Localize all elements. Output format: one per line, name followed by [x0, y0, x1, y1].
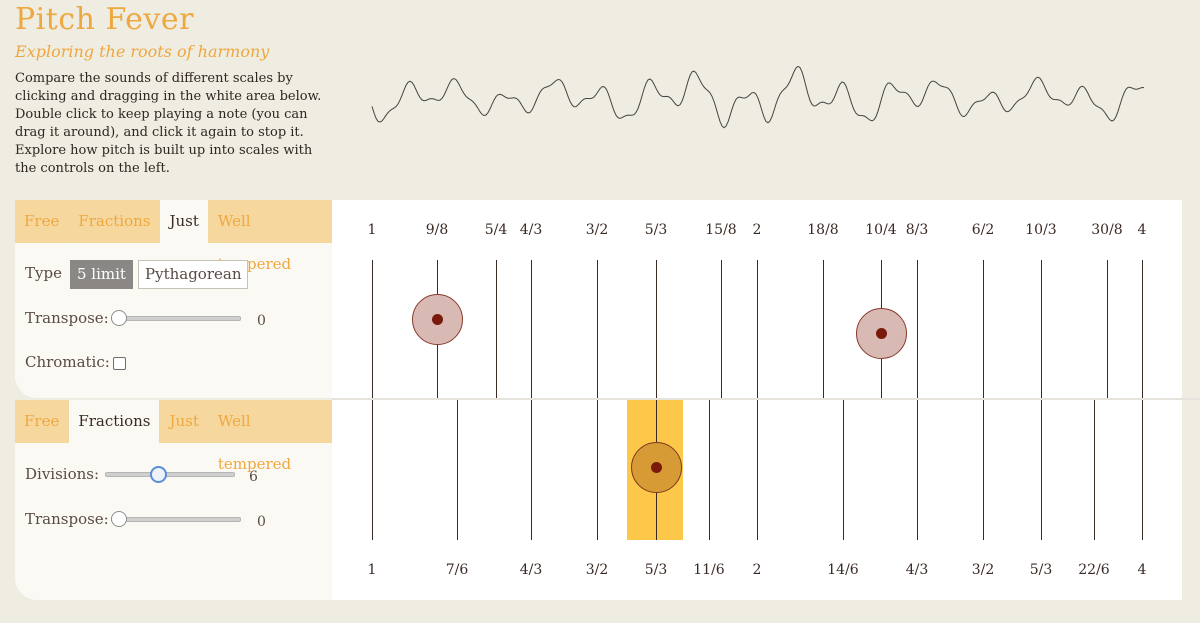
scale-label-top: 3/2	[585, 222, 609, 238]
just-scale-panel: Free Fractions Just Well tempered Type 5…	[15, 200, 332, 398]
type-label: Type	[25, 264, 62, 282]
tab-just-bottom[interactable]: Just	[160, 400, 209, 443]
scale-label-top: 4/3	[519, 222, 543, 238]
scale-line-top	[757, 260, 758, 398]
waveform-display	[371, 66, 1145, 129]
tab-fractions-bottom[interactable]: Fractions	[69, 400, 161, 443]
type-5-limit-button[interactable]: 5 limit	[70, 260, 133, 289]
divisions-value: 6	[249, 469, 258, 485]
scale-divider	[332, 398, 1200, 400]
transpose-value-top: 0	[257, 313, 266, 329]
playing-note-5-3[interactable]	[631, 442, 682, 493]
slider-track	[111, 316, 241, 321]
transpose-label-bottom: Transpose:	[25, 510, 109, 528]
slider-track	[111, 517, 241, 522]
transpose-slider-bottom[interactable]	[111, 511, 241, 527]
slider-thumb[interactable]	[111, 310, 127, 326]
type-pythagorean-button[interactable]: Pythagorean	[138, 260, 249, 289]
fractions-scale-panel: Free Fractions Just Well tempered Divisi…	[15, 400, 332, 600]
tab-well-tempered-top[interactable]: Well tempered	[217, 212, 292, 273]
playing-note-10-4[interactable]	[856, 308, 907, 359]
scale-line-bottom	[457, 400, 458, 540]
slider-track	[105, 472, 235, 477]
transpose-value-bottom: 0	[257, 514, 266, 530]
scale-line-top	[372, 260, 373, 398]
scale-label-bottom: 5/3	[1029, 562, 1053, 578]
scale-line-top	[1107, 260, 1108, 398]
divisions-slider[interactable]	[105, 466, 235, 483]
note-dot	[432, 314, 443, 325]
scale-label-top: 5/4	[484, 222, 508, 238]
scale-line-bottom	[531, 400, 532, 540]
scale-label-bottom: 4/3	[519, 562, 543, 578]
tab-free-bottom[interactable]: Free	[15, 400, 70, 443]
scale-label-top: 5/3	[644, 222, 668, 238]
scale-label-bottom: 22/6	[1078, 562, 1110, 578]
scale-label-bottom: 4/3	[905, 562, 929, 578]
slider-thumb[interactable]	[150, 466, 167, 483]
divisions-label: Divisions:	[25, 465, 100, 483]
scale-label-bottom: 1	[367, 562, 377, 578]
scale-line-top	[721, 260, 722, 398]
transpose-slider-top[interactable]	[111, 310, 241, 326]
scale-label-bottom: 11/6	[693, 562, 725, 578]
scale-label-top: 6/2	[971, 222, 995, 238]
scale-label-top: 2	[752, 222, 762, 238]
scale-label-top: 10/3	[1025, 222, 1057, 238]
scale-line-bottom	[709, 400, 710, 540]
scale-line-bottom	[1094, 400, 1095, 540]
scale-label-top: 30/8	[1091, 222, 1123, 238]
scale-line-bottom	[597, 400, 598, 540]
scale-label-top: 8/3	[905, 222, 929, 238]
tab-fractions-top[interactable]: Fractions	[69, 200, 161, 243]
scale-label-top: 10/4	[865, 222, 897, 238]
scale-tabs-bottom: Free Fractions Just Well tempered	[15, 400, 332, 473]
chromatic-label: Chromatic:	[25, 353, 110, 371]
scale-line-top	[531, 260, 532, 398]
note-dot	[876, 328, 887, 339]
scale-line-top	[823, 260, 824, 398]
scale-label-top: 1	[367, 222, 377, 238]
scale-line-top	[656, 260, 657, 398]
scale-line-top	[1041, 260, 1042, 398]
scale-line-bottom	[757, 400, 758, 540]
scale-label-top: 9/8	[425, 222, 449, 238]
tab-free-top[interactable]: Free	[15, 200, 70, 243]
tab-just-top[interactable]: Just	[160, 200, 209, 243]
scale-tabs-top: Free Fractions Just Well tempered	[15, 200, 332, 273]
scale-line-top	[1142, 260, 1143, 398]
scale-line-bottom	[372, 400, 373, 540]
slider-thumb[interactable]	[111, 511, 127, 527]
scale-label-bottom: 3/2	[971, 562, 995, 578]
intro-text: Compare the sounds of different scales b…	[15, 71, 322, 176]
playing-note-9-8[interactable]	[412, 294, 463, 345]
scale-line-top	[496, 260, 497, 398]
note-dot	[651, 462, 662, 473]
scale-label-top: 18/8	[807, 222, 839, 238]
scale-line-bottom	[843, 400, 844, 540]
tab-well-tempered-bottom[interactable]: Well tempered	[217, 412, 292, 473]
scale-line-bottom	[1041, 400, 1042, 540]
scale-label-top: 4	[1137, 222, 1147, 238]
scale-line-top	[597, 260, 598, 398]
scale-line-bottom	[917, 400, 918, 540]
page-title: Pitch Fever	[15, 2, 194, 37]
scale-label-bottom: 3/2	[585, 562, 609, 578]
scale-label-bottom: 7/6	[445, 562, 469, 578]
scale-line-bottom	[1142, 400, 1143, 540]
scale-label-top: 15/8	[705, 222, 737, 238]
scale-label-bottom: 14/6	[827, 562, 859, 578]
scale-line-top	[983, 260, 984, 398]
scale-label-bottom: 5/3	[644, 562, 668, 578]
scale-label-bottom: 4	[1137, 562, 1147, 578]
transpose-label-top: Transpose:	[25, 309, 109, 327]
scale-line-top	[917, 260, 918, 398]
chromatic-checkbox[interactable]	[113, 357, 126, 370]
scale-line-bottom	[983, 400, 984, 540]
scale-label-bottom: 2	[752, 562, 762, 578]
page-subtitle: Exploring the roots of harmony	[15, 42, 270, 61]
